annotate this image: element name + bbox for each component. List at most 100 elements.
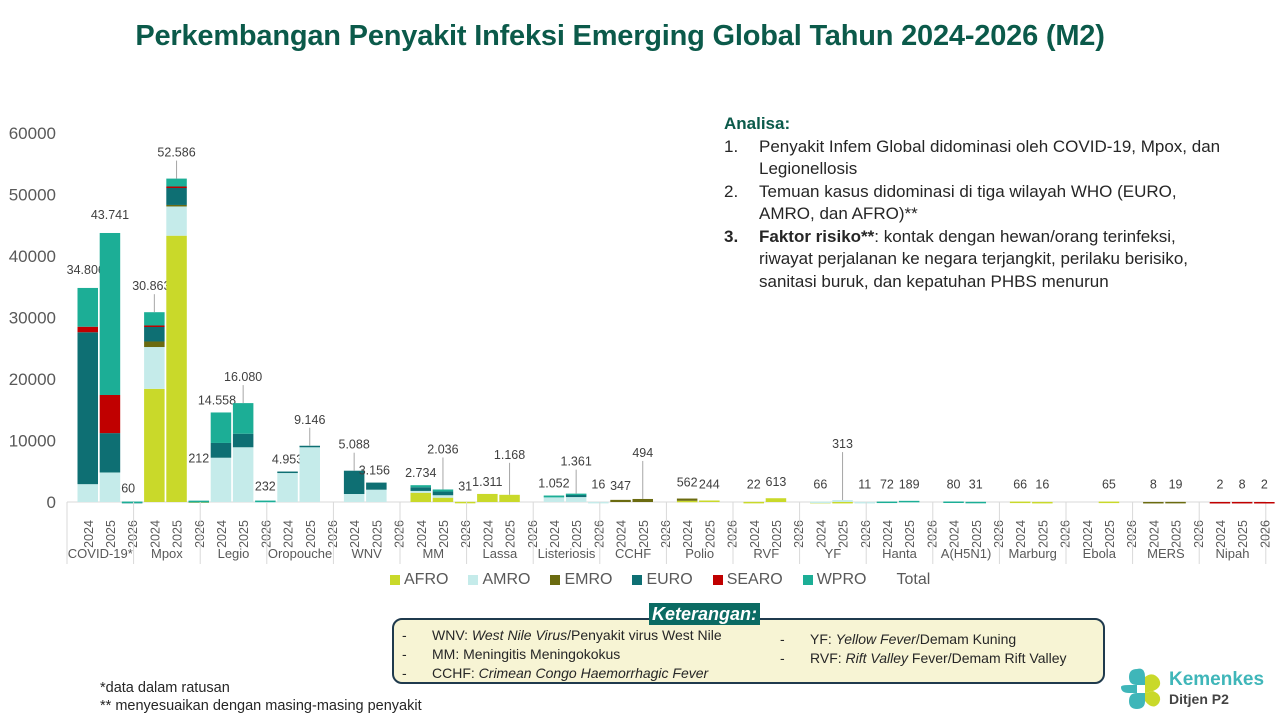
x-category-label: MERS — [1147, 546, 1185, 561]
analysis-list: 1. Penyakit Infem Global didominasi oleh… — [724, 136, 1224, 294]
keterangan-desc: /Penyakit virus West Nile — [567, 627, 722, 643]
analysis-item-body: : kontak dengan hewan/orang terinfeksi, … — [759, 226, 1189, 291]
keterangan-box: - WNV: West Nile Virus/Penyakit virus Wes… — [392, 618, 1105, 684]
bar-segment-wpro — [432, 489, 454, 492]
bar-segment-afro — [743, 501, 764, 504]
x-tick-year-label: 2025 — [703, 520, 717, 548]
kemenkes-logo-icon — [1121, 668, 1161, 709]
bar-segment-afro — [166, 235, 187, 502]
legend-swatch — [712, 575, 723, 585]
analysis-item-number: 2. — [724, 181, 739, 201]
bar-segment-wpro — [410, 485, 431, 488]
data-label: 22 — [747, 478, 761, 492]
bar-segment-wpro — [188, 500, 209, 503]
bar-segment-amro — [588, 501, 609, 504]
bar-segment-amro — [810, 501, 831, 504]
analysis-item: 1. Penyakit Infem Global didominasi oleh… — [724, 136, 1224, 181]
analysis-item-body: Temuan kasus didominasi di tiga wilayah … — [759, 181, 1177, 224]
bar-segment-wpro — [166, 178, 187, 187]
data-label: 3.156 — [359, 464, 390, 478]
data-label: 72 — [880, 478, 894, 492]
keterangan-abbr: RVF: — [810, 650, 846, 666]
chart-legend: AFRO AMRO EMRO EURO SEARO WPRO Total — [390, 571, 930, 589]
bar-segment-afro — [1032, 501, 1053, 504]
bar-segment-searo — [77, 326, 98, 333]
bar-segment-wpro — [943, 501, 964, 504]
bar-segment-afro — [1098, 501, 1120, 504]
bar-segment-euro — [343, 470, 365, 495]
bar-segment-euro — [232, 433, 254, 448]
bar-segment-afro — [410, 492, 431, 502]
bar-segment-wpro — [543, 495, 565, 498]
data-label: 65 — [1102, 478, 1116, 492]
legend-item-amro: AMRO — [468, 571, 530, 589]
bar-segment-afro — [832, 501, 853, 504]
analysis-item-body: Penyakit Infem Global didominasi oleh CO… — [759, 136, 1221, 179]
x-tick-year-label: 2024 — [1214, 520, 1228, 548]
y-tick-label: 50000 — [9, 186, 56, 205]
bar-segment-searo — [1254, 501, 1275, 504]
data-label: 1.361 — [561, 455, 592, 469]
data-label: 313 — [832, 437, 853, 451]
bullet-dash: - — [402, 665, 407, 681]
bar-segment-amro — [99, 472, 121, 502]
bar-segment-wpro — [144, 312, 165, 326]
data-label: 19 — [1169, 478, 1183, 492]
bar-segment-afro — [454, 501, 476, 504]
x-category-label: Nipah — [1216, 546, 1250, 561]
bullet-dash: - — [402, 627, 407, 643]
data-label: 212 — [188, 452, 209, 466]
legend-label: EURO — [646, 571, 693, 588]
legend-item-euro: EURO — [632, 571, 693, 589]
keterangan-desc: Fever/Demam Rift Valley — [908, 650, 1067, 666]
bar-segment-euro — [144, 326, 165, 342]
footnote-1: *data dalam ratusan — [100, 680, 230, 696]
analysis-item-number: 3. — [724, 226, 739, 246]
data-label: 60 — [121, 482, 135, 496]
x-tick-year-label: 2024 — [348, 520, 362, 548]
bar-segment-searo — [144, 325, 165, 327]
data-label: 2 — [1216, 478, 1223, 492]
analysis-item-text: Temuan kasus didominasi di tiga wilayah … — [759, 181, 1224, 226]
x-category-label: Legio — [218, 546, 250, 561]
x-category-label: MM — [422, 546, 444, 561]
x-tick-year-label: 2024 — [215, 520, 229, 548]
bar-segment-euro — [210, 442, 232, 458]
bar-segment-afro — [432, 497, 454, 502]
analysis-item-text: Penyakit Infem Global didominasi oleh CO… — [759, 136, 1224, 181]
data-label: 11 — [858, 478, 871, 492]
data-label: 16.080 — [224, 370, 262, 384]
data-label: 16 — [591, 478, 605, 492]
data-label: 4.953 — [272, 453, 303, 467]
legend-swatch — [468, 575, 479, 585]
bar-segment-amro — [343, 494, 365, 502]
analysis-item: 3. Faktor risiko**: kontak dengan hewan/… — [724, 226, 1224, 294]
data-label: 5.088 — [339, 438, 370, 452]
data-label: 8 — [1239, 478, 1246, 492]
x-category-label: Oropouche — [268, 546, 332, 561]
bar-segment-wpro — [77, 287, 98, 327]
bar-segment-afro — [499, 494, 520, 502]
x-category-label: Hanta — [882, 546, 917, 561]
legend-item-wpro: WPRO — [802, 571, 866, 589]
x-tick-year-label: 2025 — [237, 520, 251, 548]
legend-label: SEARO — [726, 571, 783, 588]
data-label: 2.036 — [427, 442, 458, 456]
bar-segment-amro — [366, 489, 387, 502]
x-tick-year-label: 2025 — [370, 520, 384, 548]
legend-label: EMRO — [564, 571, 613, 588]
x-tick-year-label: 2024 — [282, 520, 296, 548]
data-label: 2 — [1261, 478, 1268, 492]
x-tick-year-label: 2025 — [504, 520, 518, 548]
bar-segment-amro — [432, 495, 454, 498]
x-tick-year-label: 2025 — [1103, 520, 1117, 548]
kemenkes-logo: Kemenkes Ditjen P2 — [1117, 665, 1277, 715]
data-label: 562 — [677, 476, 698, 490]
bar-segment-afro — [699, 500, 720, 502]
data-label: 52.586 — [157, 146, 195, 160]
bar-segment-amro — [166, 206, 187, 236]
x-tick-year-label: 2025 — [1236, 520, 1250, 548]
legend-label: AMRO — [482, 571, 531, 588]
keterangan-item: - CCHF: Crimean Congo Haemorrhagic Fever — [394, 664, 774, 683]
bar-segment-emro — [676, 498, 698, 501]
